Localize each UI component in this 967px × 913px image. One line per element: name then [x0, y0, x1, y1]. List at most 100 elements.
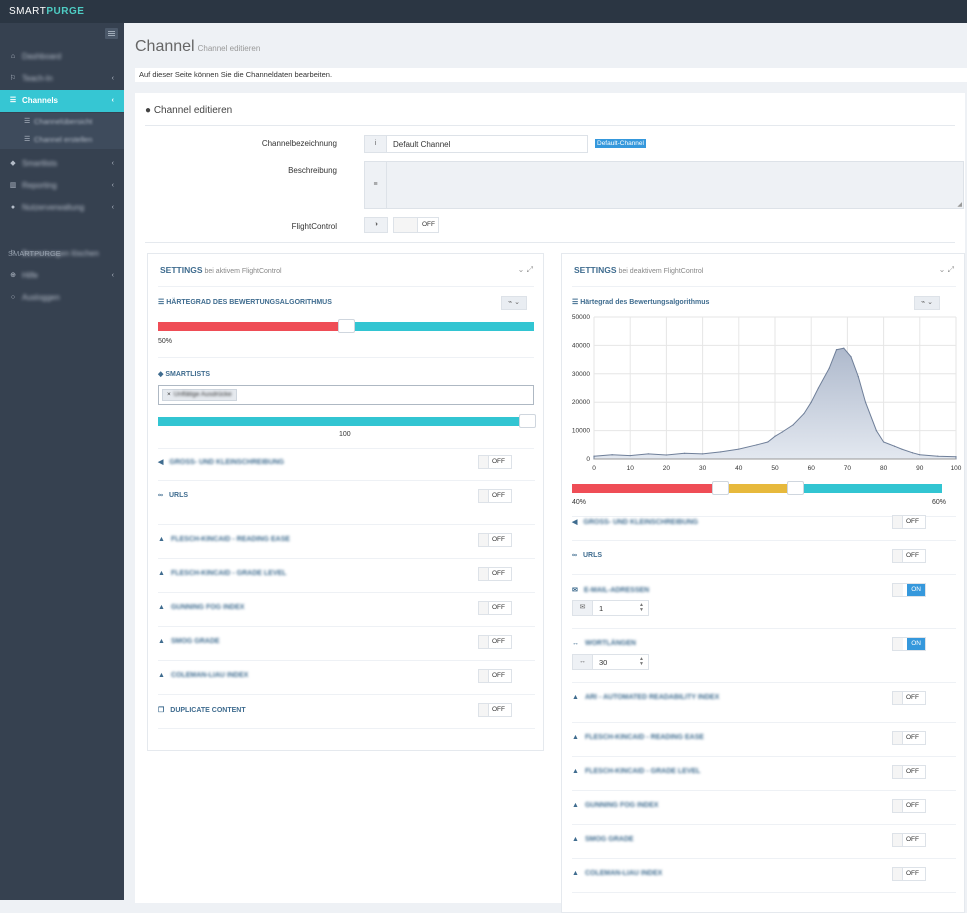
flag-icon: ⚐ [9, 250, 17, 257]
smartlists-title: ◆ SMARTLISTS [158, 371, 211, 378]
sidebar-subitem-channeluebersicht[interactable]: ☰ Channelübersicht [0, 113, 124, 131]
setting-label: ↔ WORTLÄNGEN [572, 640, 636, 647]
logo[interactable]: SMARTPURGE [9, 6, 85, 17]
flightcontrol-toggle[interactable]: OFF [393, 217, 439, 233]
number-stepper[interactable]: ✉ 1 ▲ ▼ [572, 600, 649, 616]
expand-icon[interactable]: ⤢ [947, 265, 954, 274]
expand-icon[interactable]: ⤢ [526, 265, 533, 274]
data-point [919, 454, 921, 456]
flag-icon: ⚐ [9, 75, 17, 82]
settings-card-inactive: SETTINGS bei deaktivem FlightControl ⌄ ⤢ … [561, 253, 965, 913]
setting-toggle[interactable]: OFF [478, 489, 512, 503]
data-point [738, 448, 740, 450]
channel-name-field[interactable]: i Default Channel [364, 135, 588, 153]
data-point [665, 454, 667, 456]
algo-title: ☰ Härtegrad des Bewertungsalgorithmus [572, 299, 710, 306]
algo-title: ☰ HÄRTEGRAD DES BEWERTUNGSALGORITHMUS [158, 299, 332, 306]
setting-toggle[interactable]: OFF [478, 601, 512, 615]
x-tick-label: 60 [808, 465, 816, 472]
home-icon: ⌂ [10, 53, 16, 60]
sidebar-item-smartlists[interactable]: ◆ Smartlists ‹ [0, 153, 124, 175]
collapse-icon[interactable]: ⌄ [517, 265, 525, 274]
algo-slider[interactable] [158, 319, 534, 333]
sidebar-toggle-button[interactable] [105, 28, 118, 39]
range-slider[interactable] [572, 481, 942, 495]
sidebar-subitem-channel-erstellen[interactable]: ☰ Channel erstellen [0, 131, 124, 149]
y-tick-label: 50000 [572, 314, 590, 321]
setting-toggle[interactable]: OFF [892, 765, 926, 779]
number-stepper[interactable]: ↔ 30 ▲ ▼ [572, 654, 649, 670]
graduation-icon: ▲ [572, 802, 579, 809]
sidebar-item-dashboard[interactable]: ⌂ Dashboard [0, 46, 124, 68]
data-point [864, 401, 867, 403]
envelope-icon: ✉ [573, 601, 593, 615]
data-point [593, 455, 595, 457]
chart-toggle-button[interactable]: ⌁ ⌄ [914, 296, 940, 310]
sidebar-item-teach-in[interactable]: ⚐ Teach-In ‹ [0, 68, 124, 90]
setting-label: ▲ ARI - AUTOMATED READABILITY INDEX [572, 694, 720, 701]
setting-toggle[interactable]: OFF [892, 867, 926, 881]
link-icon: ∞ [572, 552, 577, 559]
smartlist-slider[interactable] [158, 414, 536, 428]
setting-label: ∞ URLS [572, 552, 603, 559]
setting-label: ◀ GROSS- UND KLEINSCHREIBUNG [572, 519, 699, 526]
data-point [875, 430, 877, 432]
setting-toggle[interactable]: OFF [478, 455, 512, 469]
lifebuoy-icon: ⊕ [10, 272, 16, 279]
sidebar-item-reporting[interactable]: ▥ Reporting ‹ [0, 175, 124, 197]
sidebar-item-ausloggen[interactable]: ○ Ausloggen [0, 287, 124, 309]
slider-handle[interactable] [338, 319, 355, 333]
x-tick-label: 70 [844, 465, 852, 472]
setting-toggle[interactable]: OFF [892, 691, 926, 705]
setting-toggle[interactable]: OFF [478, 567, 512, 581]
stepper-arrows-icon[interactable]: ▲ ▼ [639, 656, 644, 667]
setting-toggle[interactable]: ON [892, 637, 926, 651]
align-icon: ≡ [365, 162, 387, 208]
sliders-icon: ☰ [24, 136, 31, 143]
setting-toggle[interactable]: OFF [478, 635, 512, 649]
range-handle-low[interactable] [712, 481, 729, 495]
graduation-icon: ▲ [572, 836, 579, 843]
remove-tag-icon[interactable]: × [167, 391, 171, 398]
setting-toggle[interactable]: OFF [892, 833, 926, 847]
slider-handle[interactable] [519, 414, 536, 428]
data-point [893, 445, 896, 447]
smartlist-tag[interactable]: × Unflätige Ausdrücke [162, 389, 237, 401]
link-icon: ∞ [158, 492, 163, 499]
setting-toggle[interactable]: OFF [478, 703, 512, 717]
setting-toggle[interactable]: OFF [892, 799, 926, 813]
sliders-icon: ☰ [9, 97, 17, 104]
chart-toggle-button[interactable]: ⌁ ⌄ [501, 296, 527, 310]
chevron-left-icon: ‹ [111, 182, 114, 189]
setting-toggle[interactable]: OFF [892, 549, 926, 563]
data-point [955, 456, 957, 458]
setting-toggle[interactable]: OFF [478, 669, 512, 683]
range-handle-high[interactable] [787, 481, 804, 495]
setting-toggle[interactable]: ON [892, 583, 926, 597]
sidebar-item-bewertungen-loeschen[interactable]: ⚐ Bewertungen löschen [0, 243, 124, 265]
sidebar-item-nutzerverwaltung[interactable]: ● Nutzerverwaltung ‹ [0, 197, 124, 219]
smartlist-select[interactable]: × Unflätige Ausdrücke [158, 385, 534, 405]
flightcontrol-label: FlightControl [291, 222, 337, 231]
algo-value: 50% [158, 338, 173, 345]
data-point [611, 454, 613, 456]
setting-toggle[interactable]: OFF [892, 731, 926, 745]
page-note: Auf dieser Seite können Sie die Channeld… [135, 68, 967, 82]
graduation-icon: ▲ [158, 570, 165, 577]
sliders-icon: ☰ [158, 299, 165, 306]
sidebar-item-hilfe[interactable]: ⊕ Hilfe ‹ [0, 265, 124, 287]
collapse-icon[interactable]: ⌄ [938, 265, 946, 274]
tags-icon: ◆ [10, 160, 16, 167]
sidebar-item-channels[interactable]: ☰ Channels ‹ [0, 90, 124, 112]
data-point [702, 453, 704, 455]
setting-label: ▲ FLESCH-KINCAID - READING EASE [572, 734, 704, 741]
setting-toggle[interactable]: OFF [478, 533, 512, 547]
stepper-arrows-icon[interactable]: ▲ ▼ [639, 602, 644, 613]
description-textarea[interactable]: ≡ ◢ [364, 161, 964, 209]
bullhorn-icon: ◀ [572, 519, 578, 526]
resize-handle-icon[interactable]: ◢ [957, 202, 962, 208]
data-point [817, 387, 820, 389]
data-point [767, 441, 769, 443]
setting-toggle[interactable]: OFF [892, 515, 926, 529]
setting-label: ▲ FLESCH-KINCAID - GRADE LEVEL [572, 768, 701, 775]
